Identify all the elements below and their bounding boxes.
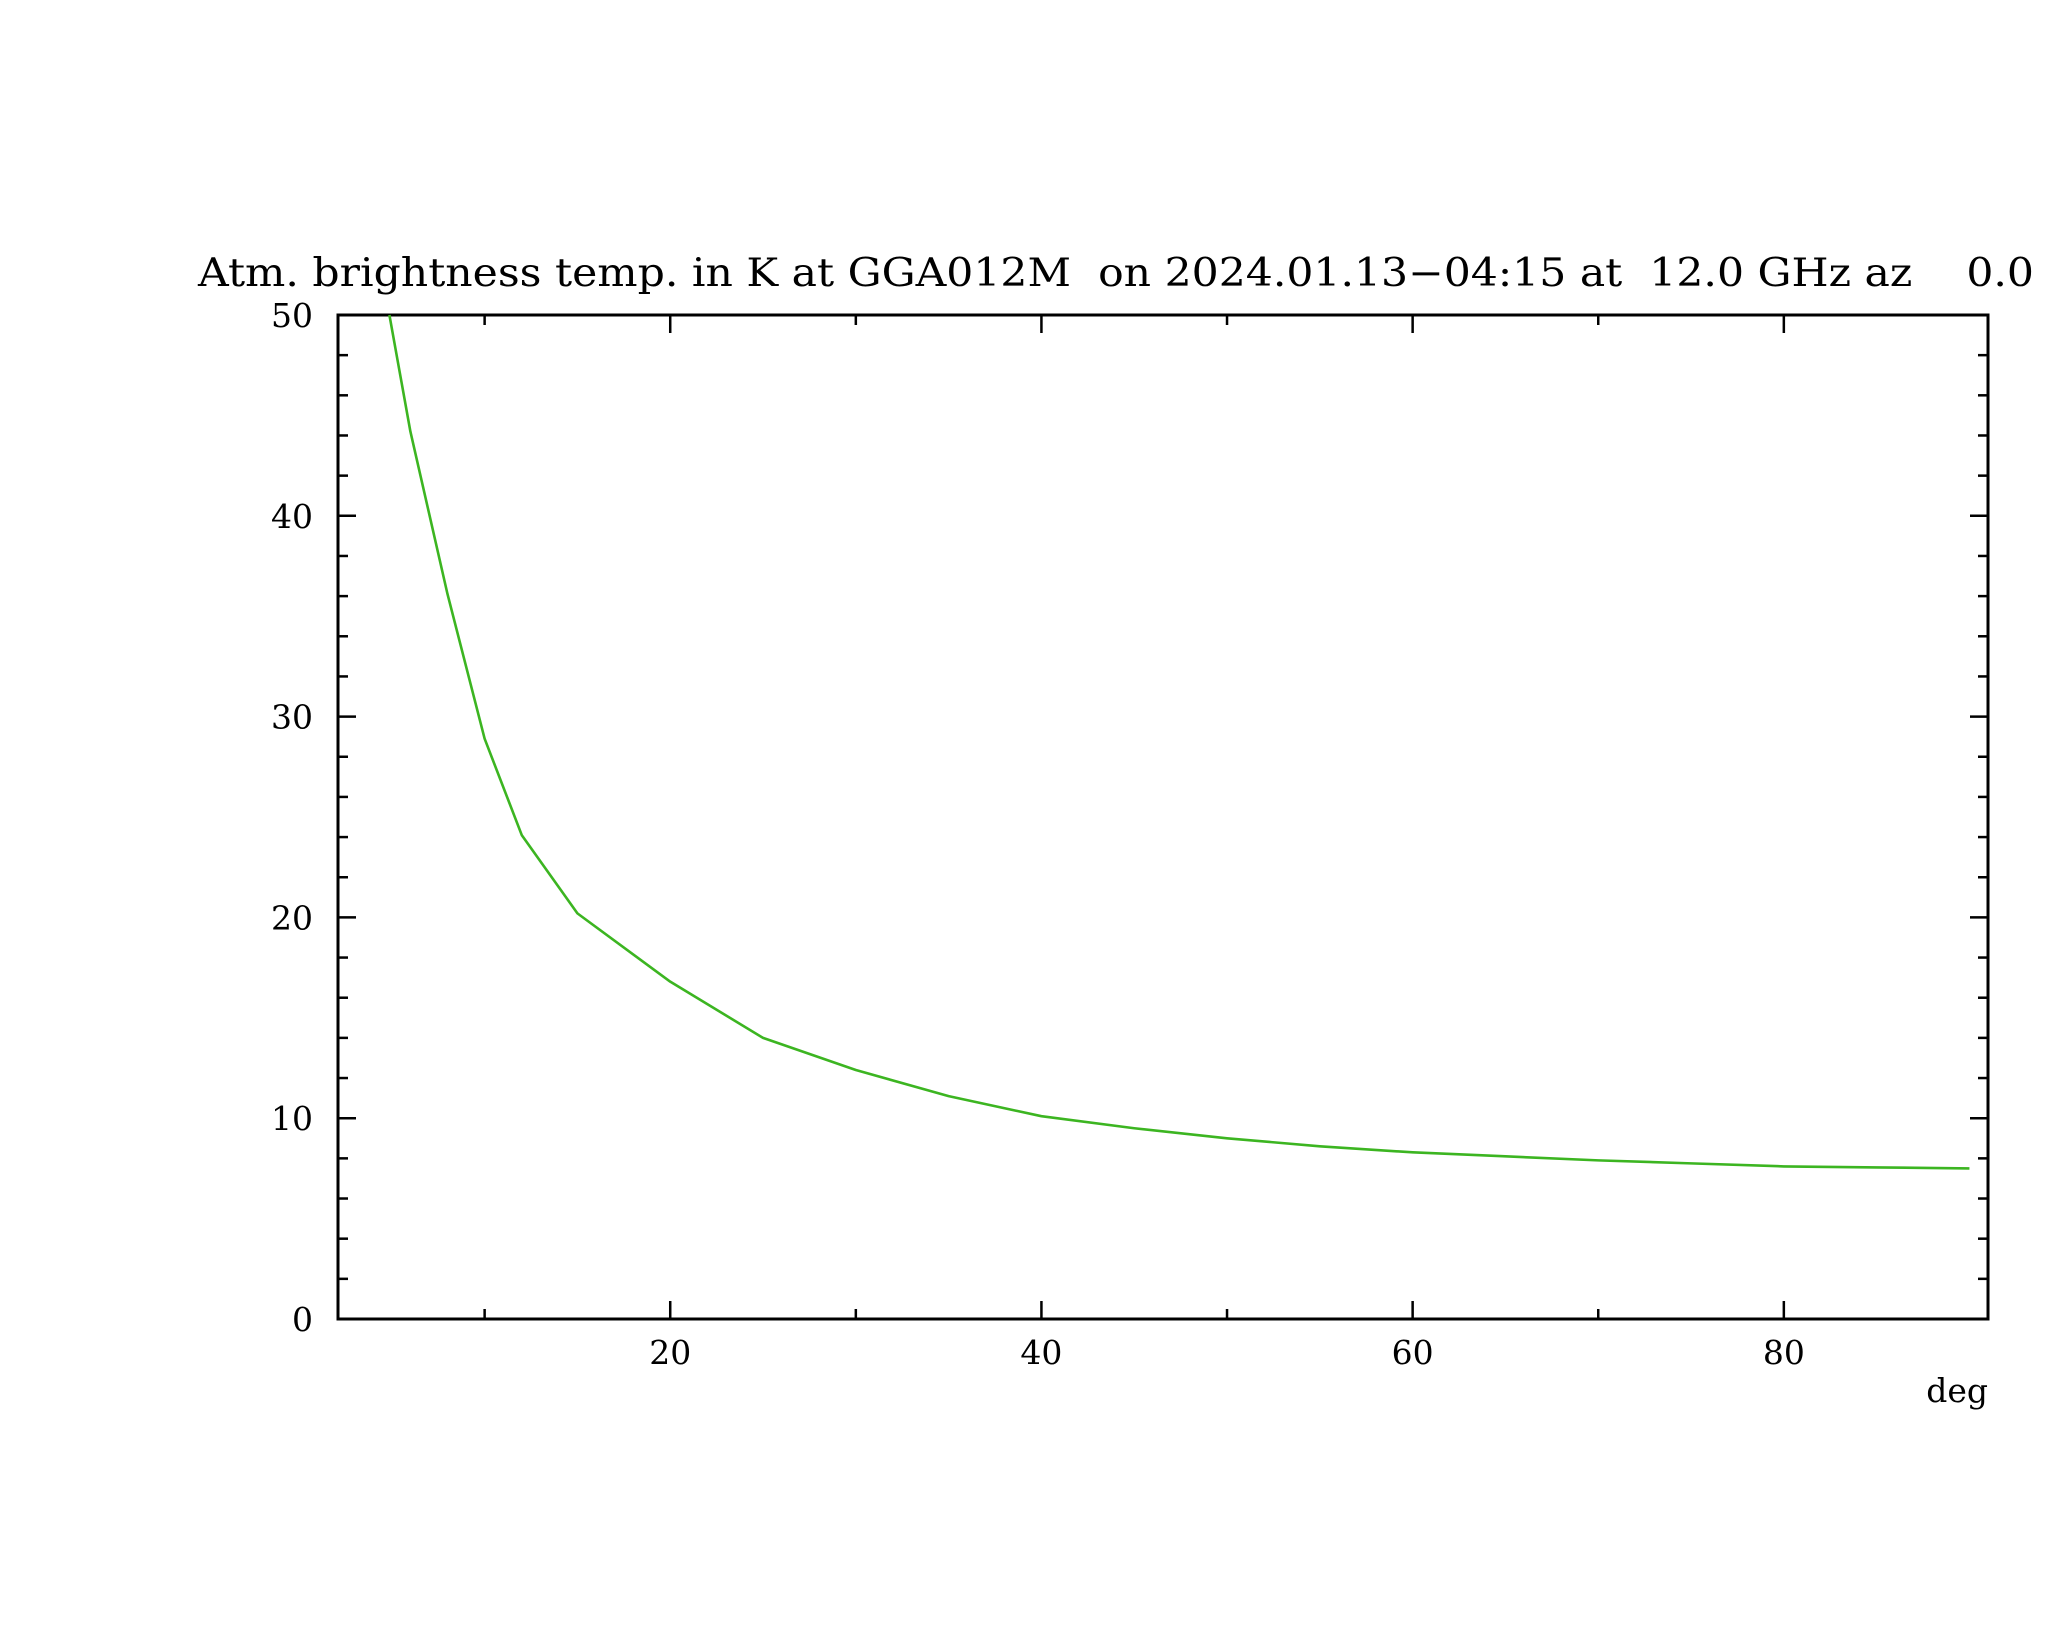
x-tick-label: 40	[1020, 1333, 1062, 1372]
x-tick-label: 20	[649, 1333, 691, 1372]
y-tick-label: 30	[271, 698, 313, 737]
plot-frame	[336, 313, 1990, 1321]
y-tick-label: 50	[271, 296, 313, 335]
y-tick-label: 10	[271, 1099, 313, 1138]
x-tick-label: 80	[1763, 1333, 1805, 1372]
y-tick-label: 20	[271, 898, 313, 937]
x-tick-label: 60	[1392, 1333, 1434, 1372]
y-tick-label: 40	[271, 497, 313, 536]
y-tick-label: 0	[292, 1300, 313, 1339]
data-line	[388, 314, 1970, 1170]
x-axis-label: deg	[1926, 1371, 1988, 1410]
chart-title: Atm. brightness temp. in K at GGA012M on…	[197, 251, 2034, 296]
